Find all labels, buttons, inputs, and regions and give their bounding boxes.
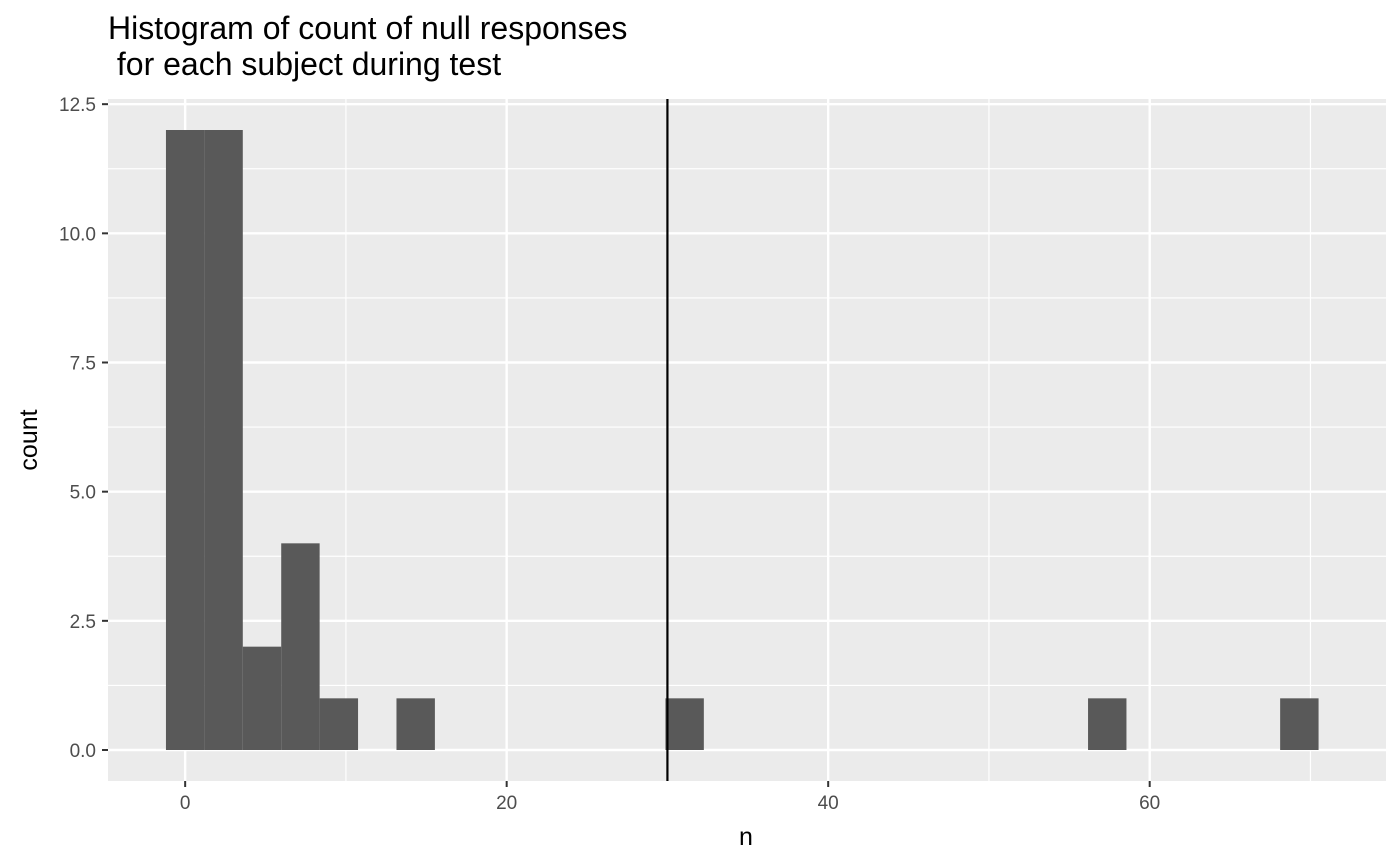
y-tick-label: 10.0 bbox=[59, 224, 96, 245]
y-tick-label: 12.5 bbox=[59, 95, 96, 116]
histogram-bar bbox=[1280, 698, 1319, 750]
histogram-bar bbox=[319, 698, 359, 750]
y-axis-title: count bbox=[15, 409, 43, 470]
x-axis: 0 20 40 60 bbox=[180, 781, 1160, 814]
histogram-bar bbox=[204, 130, 243, 750]
y-tick-label: 5.0 bbox=[70, 483, 96, 504]
x-tick-label: 20 bbox=[496, 793, 517, 814]
histogram-bar bbox=[396, 698, 435, 750]
y-tick-label: 0.0 bbox=[70, 741, 96, 762]
x-tick-label: 40 bbox=[818, 793, 839, 814]
histogram-bar bbox=[665, 698, 704, 750]
histogram-bar bbox=[281, 543, 320, 750]
x-tick-label: 0 bbox=[180, 793, 191, 814]
histogram-bar bbox=[242, 646, 282, 750]
y-axis: 0.0 2.5 5.0 7.5 10.0 12.5 bbox=[59, 95, 108, 762]
chart-title: Histogram of count of null responses for… bbox=[108, 10, 628, 82]
x-axis-title: n bbox=[739, 823, 753, 851]
histogram-bar bbox=[165, 130, 205, 750]
x-tick-label: 60 bbox=[1139, 793, 1160, 814]
y-tick-label: 7.5 bbox=[70, 354, 96, 375]
y-tick-label: 2.5 bbox=[70, 612, 96, 633]
histogram-bar bbox=[1088, 698, 1127, 750]
histogram-bars bbox=[165, 130, 1319, 750]
plot-panel bbox=[108, 99, 1386, 781]
